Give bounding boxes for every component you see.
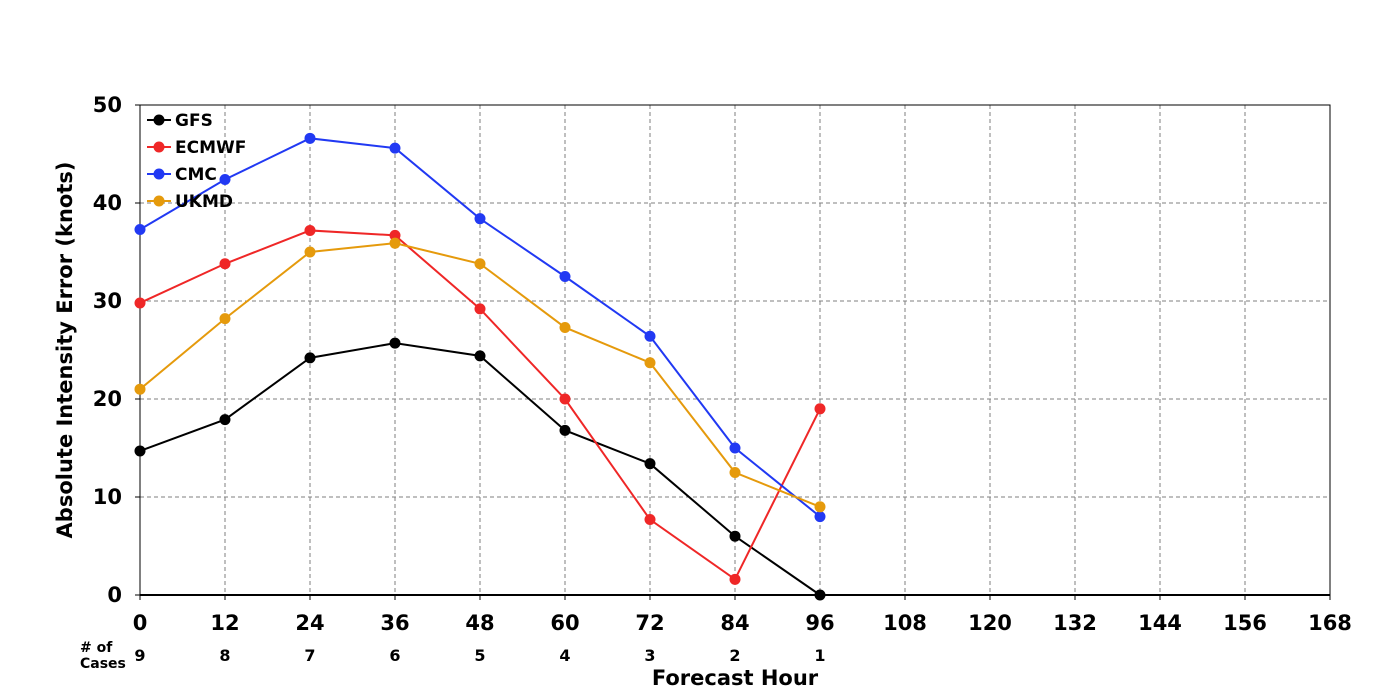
case-count: 3 [644,646,655,665]
data-point-ecmwf [729,573,741,585]
data-point-cmc [219,173,231,185]
x-tick-label: 24 [295,611,324,635]
cases-row-label: # of Cases [80,640,126,672]
data-point-gfs [729,530,741,542]
x-tick-label: 156 [1223,611,1267,635]
x-tick-label: 36 [380,611,409,635]
case-count: 7 [304,646,315,665]
data-point-cmc [729,442,741,454]
y-tick-label: 40 [93,191,122,215]
data-point-cmc [644,330,656,342]
data-point-gfs [474,350,486,362]
y-tick-label: 0 [107,583,122,607]
x-tick-label: 120 [968,611,1012,635]
case-counts: # of Cases 9 8 7 6 5 4 3 2 1 [80,640,826,672]
data-point-ukmd [304,246,316,258]
x-tick-label: 60 [550,611,579,635]
x-tick-labels: 0 12 24 36 48 60 72 84 96 108 120 132 144 156 168 [133,595,1352,635]
case-count: 5 [474,646,485,665]
case-count: 1 [814,646,825,665]
y-axis-title: Absolute Intensity Error (knots) [53,162,77,539]
series-cmc [134,132,826,523]
x-tick-label: 168 [1308,611,1352,635]
series-ukmd [134,237,826,513]
x-tick-label: 132 [1053,611,1097,635]
y-tick-label: 30 [93,289,122,313]
y-tick-labels: 0 10 20 30 40 50 [93,93,140,607]
x-tick-label: 144 [1138,611,1182,635]
legend-label: CMC [175,165,217,185]
x-tick-label: 96 [805,611,834,635]
data-point-cmc [474,213,486,225]
legend-item-ukmd: UKMD [147,192,233,212]
case-count: 9 [134,646,145,665]
y-tick-label: 10 [93,485,122,509]
data-point-cmc [559,271,571,282]
x-tick-label: 0 [133,611,148,635]
legend-item-cmc: CMC [147,165,217,185]
case-count: 6 [389,646,400,665]
data-point-ecmwf [304,224,316,236]
data-point-cmc [134,223,146,235]
data-point-ecmwf [814,403,826,415]
data-point-gfs [559,424,571,436]
data-point-cmc [814,511,826,523]
data-point-gfs [134,445,146,457]
data-point-ecmwf [474,303,486,315]
data-point-gfs [304,352,316,364]
data-point-ukmd [814,501,826,513]
legend-swatch-marker [153,168,165,180]
case-count: 2 [729,646,740,665]
data-point-gfs [644,458,656,470]
y-tick-label: 20 [93,387,122,411]
series-ecmwf [134,224,826,585]
legend-swatch-marker [153,114,165,126]
legend-item-ecmwf: ECMWF [147,138,246,158]
data-point-cmc [389,142,401,154]
x-tick-label: 108 [883,611,927,635]
data-point-gfs [389,337,401,349]
data-point-gfs [219,414,231,426]
data-point-ecmwf [219,258,231,270]
data-point-ecmwf [389,229,401,241]
series-group [134,132,826,601]
data-point-ukmd [389,237,401,249]
legend-label: ECMWF [175,138,246,158]
x-tick-label: 84 [720,611,749,635]
legend-swatch-marker [153,141,165,153]
case-count: 8 [219,646,230,665]
data-point-ukmd [134,383,146,395]
case-count: 4 [559,646,570,665]
data-point-ukmd [219,313,231,325]
data-point-ukmd [559,321,571,333]
legend-label: GFS [175,111,213,131]
x-tick-label: 72 [635,611,664,635]
legend: GFS ECMWF CMC UKMD [147,111,246,212]
data-point-ecmwf [559,393,571,405]
series-gfs [134,337,826,601]
legend-item-gfs: GFS [147,111,213,131]
data-point-ecmwf [134,297,146,309]
x-tick-label: 48 [465,611,494,635]
data-point-ecmwf [644,514,656,526]
data-point-ukmd [644,357,656,369]
x-tick-label: 12 [210,611,239,635]
grid-lines [140,105,1330,595]
legend-swatch-marker [153,195,165,207]
legend-label: UKMD [175,192,233,212]
y-tick-label: 50 [93,93,122,117]
data-point-cmc [304,132,316,144]
data-point-ukmd [729,467,741,478]
data-point-ukmd [474,258,486,270]
x-axis-title: Forecast Hour [652,666,819,690]
data-point-gfs [814,589,826,601]
